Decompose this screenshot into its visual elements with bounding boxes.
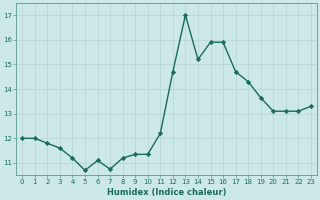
X-axis label: Humidex (Indice chaleur): Humidex (Indice chaleur) xyxy=(107,188,226,197)
